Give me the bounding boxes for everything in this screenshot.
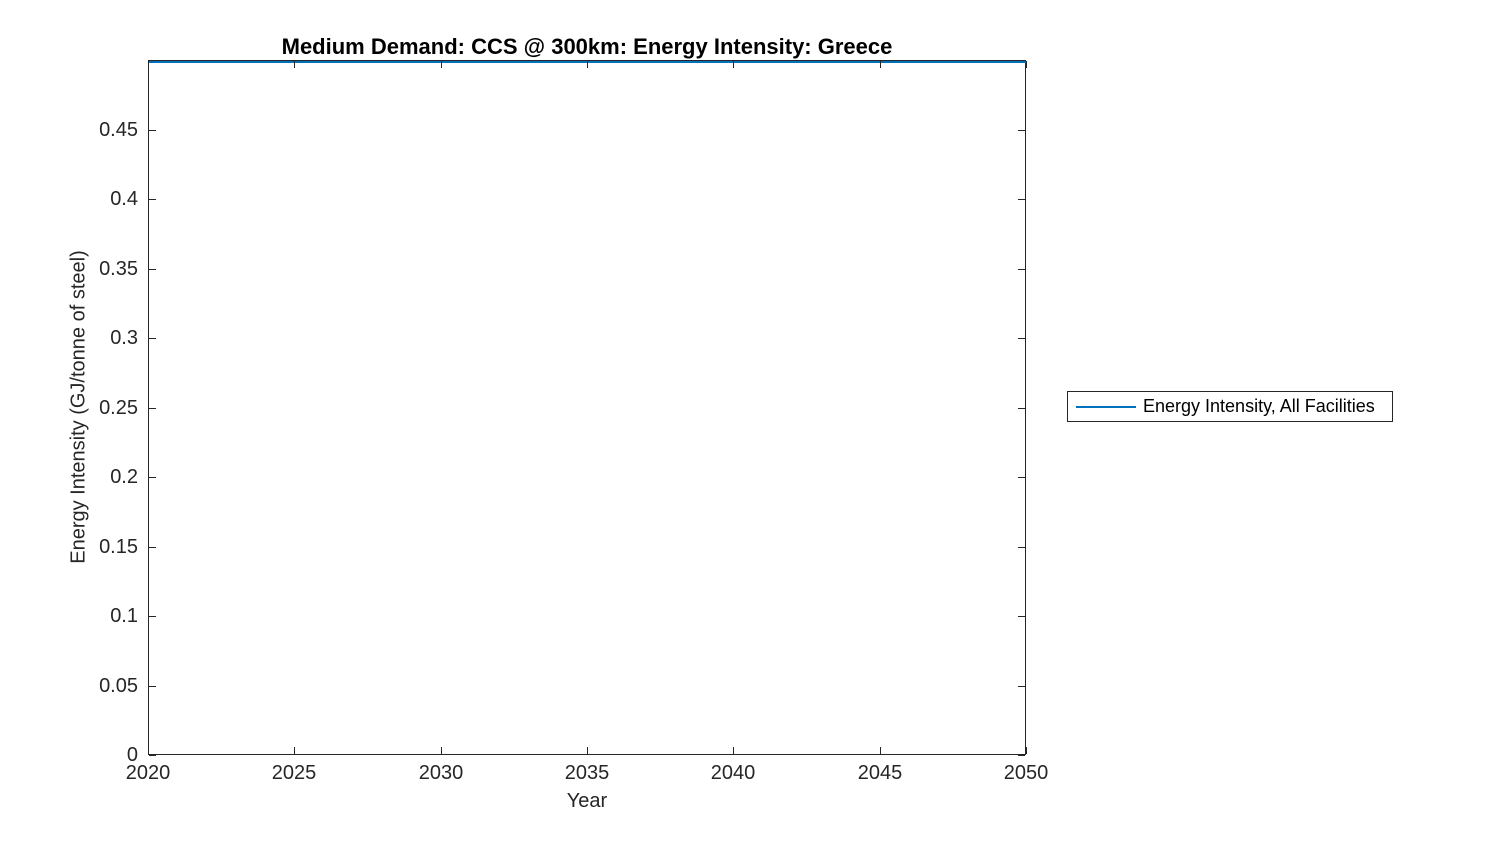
y-tick-label: 0.25 — [99, 397, 138, 419]
y-tick-right — [1018, 408, 1025, 409]
x-tick-bottom — [733, 747, 734, 754]
x-tick-label: 2025 — [271, 762, 317, 784]
y-tick-label: 0.3 — [110, 327, 138, 349]
x-tick-label: 2045 — [857, 762, 903, 784]
x-tick-top — [441, 61, 442, 68]
x-axis-label: Year — [566, 790, 608, 812]
y-tick-right — [1018, 130, 1025, 131]
x-tick-label: 2030 — [418, 762, 464, 784]
legend-entry-label: Energy Intensity, All Facilities — [1143, 396, 1375, 416]
y-tick-label: 0.45 — [99, 119, 138, 141]
y-tick-right — [1018, 269, 1025, 270]
y-tick-label: 0.2 — [110, 466, 138, 488]
y-tick-right — [1018, 616, 1025, 617]
y-tick-left — [149, 686, 156, 687]
x-tick-bottom — [880, 747, 881, 754]
y-tick-left — [149, 199, 156, 200]
x-tick-label: 2020 — [125, 762, 171, 784]
x-tick-top — [148, 61, 149, 68]
x-tick-top — [733, 61, 734, 68]
y-tick-left — [149, 408, 156, 409]
x-tick-bottom — [1026, 747, 1027, 754]
y-tick-left — [149, 338, 156, 339]
y-tick-left — [149, 130, 156, 131]
x-tick-label: 2050 — [1003, 762, 1049, 784]
x-tick-top — [294, 61, 295, 68]
y-tick-right — [1018, 686, 1025, 687]
y-tick-left — [149, 477, 156, 478]
y-tick-label: 0.4 — [110, 188, 138, 210]
y-tick-left — [149, 616, 156, 617]
x-tick-top — [587, 61, 588, 68]
y-tick-left — [149, 547, 156, 548]
y-tick-left — [149, 269, 156, 270]
x-tick-label: 2040 — [710, 762, 756, 784]
x-tick-label: 2035 — [564, 762, 610, 784]
y-tick-right — [1018, 755, 1025, 756]
y-tick-left — [149, 755, 156, 756]
chart-title: Medium Demand: CCS @ 300km: Energy Inten… — [281, 34, 893, 59]
x-tick-bottom — [148, 747, 149, 754]
x-tick-top — [1026, 61, 1027, 68]
x-tick-bottom — [294, 747, 295, 754]
y-tick-label: 0.1 — [110, 605, 138, 627]
plot-area — [148, 60, 1027, 756]
x-tick-bottom — [587, 747, 588, 754]
y-tick-right — [1018, 547, 1025, 548]
y-tick-label: 0 — [126, 744, 138, 766]
x-tick-bottom — [441, 747, 442, 754]
y-tick-label: 0.05 — [99, 675, 138, 697]
legend-line-sample — [1076, 405, 1136, 408]
legend: Energy Intensity, All Facilities — [1067, 391, 1393, 422]
series-line-layer — [149, 61, 1027, 63]
y-tick-right — [1018, 338, 1025, 339]
x-tick-top — [880, 61, 881, 68]
y-tick-label: 0.15 — [99, 536, 138, 558]
y-tick-right — [1018, 199, 1025, 200]
y-tick-right — [1018, 477, 1025, 478]
y-tick-label: 0.35 — [99, 258, 138, 280]
